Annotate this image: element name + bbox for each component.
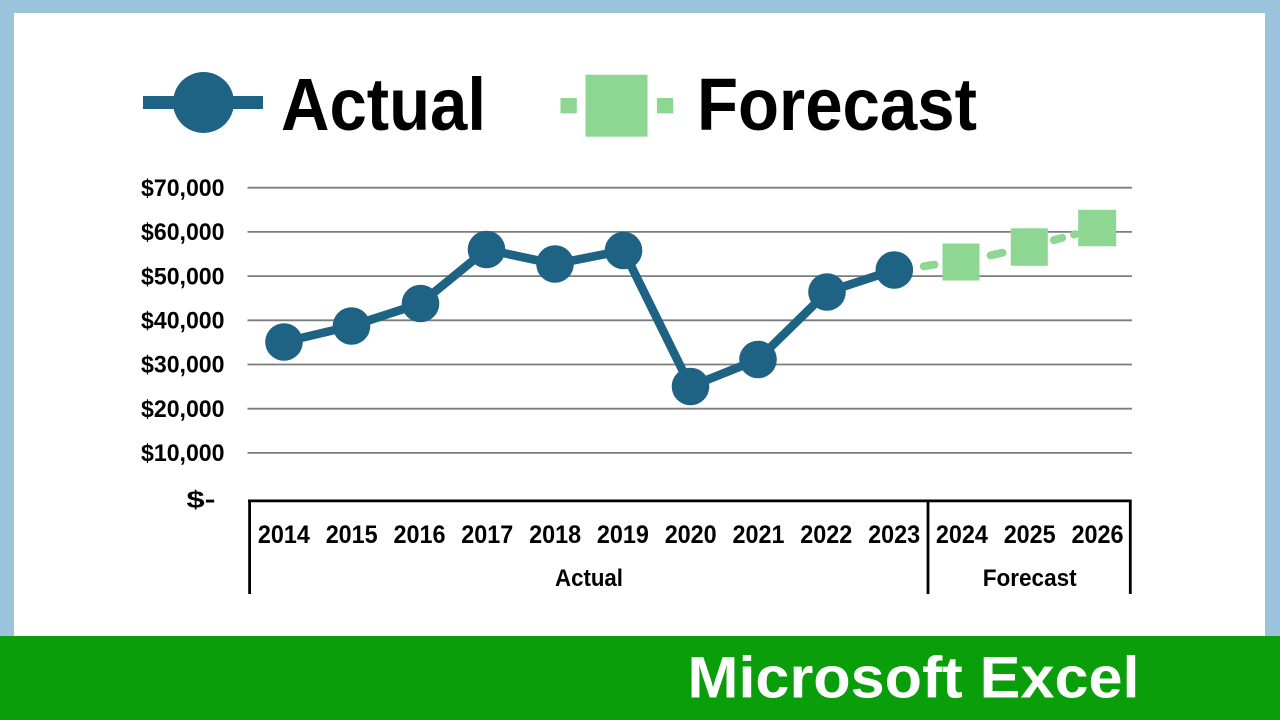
svg-text:$20,000: $20,000	[141, 396, 225, 423]
svg-text:2016: 2016	[394, 521, 446, 549]
svg-text:$10,000: $10,000	[141, 440, 225, 467]
svg-text:2018: 2018	[529, 521, 581, 549]
svg-text:Forecast: Forecast	[697, 63, 977, 146]
svg-text:$50,000: $50,000	[141, 263, 225, 290]
svg-text:Forecast: Forecast	[983, 565, 1077, 592]
svg-text:2025: 2025	[1004, 521, 1056, 549]
svg-text:2014: 2014	[258, 521, 310, 549]
svg-text:2017: 2017	[461, 521, 513, 549]
svg-text:$-: $-	[187, 486, 216, 513]
svg-text:$30,000: $30,000	[141, 352, 225, 379]
svg-text:2024: 2024	[936, 521, 988, 549]
svg-text:Microsoft Excel: Microsoft Excel	[688, 646, 1140, 711]
svg-text:2023: 2023	[868, 521, 920, 549]
svg-text:$60,000: $60,000	[141, 219, 225, 246]
svg-text:2020: 2020	[665, 521, 717, 549]
svg-text:2015: 2015	[326, 521, 378, 549]
svg-text:Actual: Actual	[555, 565, 623, 592]
svg-text:2022: 2022	[800, 521, 852, 549]
svg-text:$70,000: $70,000	[141, 175, 225, 202]
svg-text:2021: 2021	[733, 521, 785, 549]
svg-text:Actual: Actual	[281, 63, 486, 146]
svg-text:2026: 2026	[1072, 521, 1124, 549]
svg-text:2019: 2019	[597, 521, 649, 549]
svg-text:$40,000: $40,000	[141, 308, 225, 335]
